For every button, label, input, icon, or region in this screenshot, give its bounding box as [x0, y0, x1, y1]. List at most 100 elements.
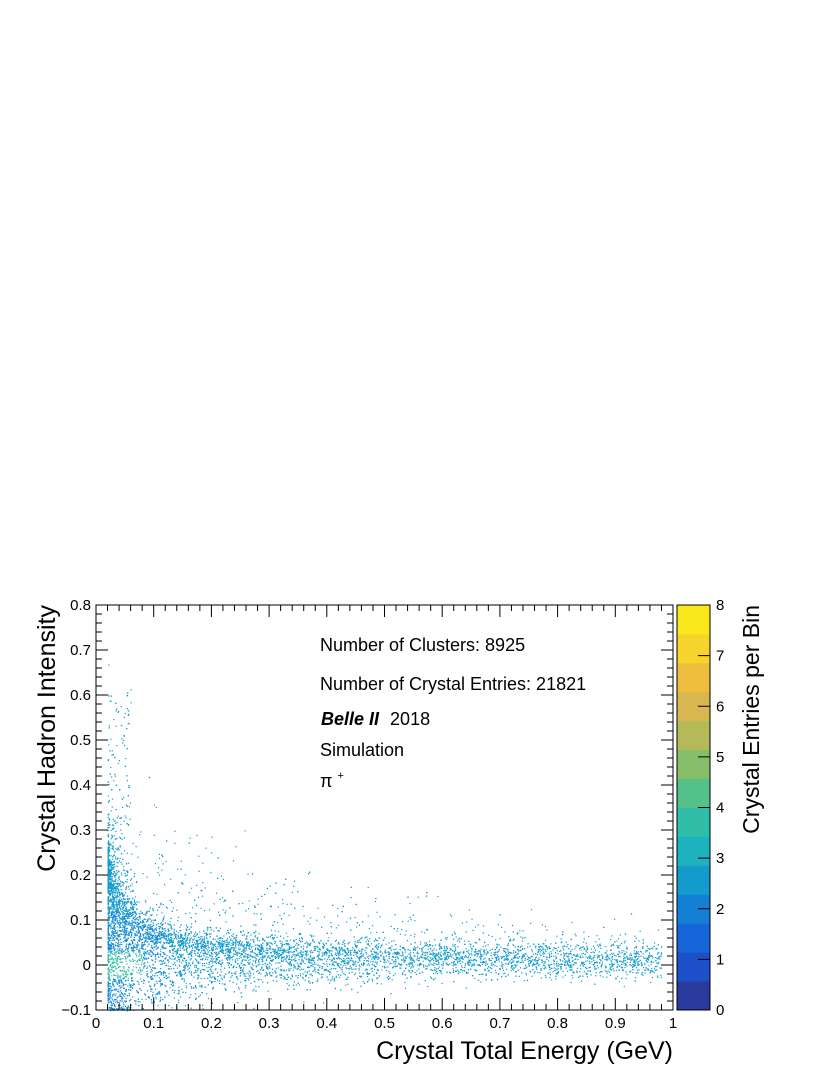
entry-point: [144, 923, 146, 926]
entry-point: [491, 936, 493, 938]
entry-point: [619, 944, 621, 946]
entry-point: [194, 931, 197, 934]
entry-point: [642, 953, 644, 955]
entry-point: [544, 966, 546, 968]
entry-point: [604, 970, 606, 972]
entry-point: [160, 948, 162, 950]
entry-point: [258, 946, 260, 948]
entry-point: [120, 930, 122, 933]
entry-point: [107, 931, 109, 934]
entry-point: [304, 971, 306, 973]
entry-point: [617, 963, 619, 965]
entry-point: [274, 930, 276, 932]
entry-point: [248, 900, 250, 902]
entry-point: [455, 956, 457, 958]
entry-point: [156, 938, 158, 940]
entry-point: [115, 1001, 117, 1003]
entry-point: [600, 965, 602, 967]
entry-point: [135, 846, 137, 848]
entry-point: [185, 932, 187, 934]
entry-point: [207, 973, 210, 976]
entry-point: [275, 955, 277, 958]
entry-point: [119, 938, 121, 941]
entry-point: [605, 945, 607, 948]
entry-point: [634, 963, 636, 965]
entry-point: [580, 949, 582, 951]
entry-point: [293, 967, 295, 969]
entry-point: [539, 953, 541, 955]
entry-point: [136, 971, 138, 973]
entry-point: [235, 975, 238, 978]
entry-point: [473, 963, 476, 965]
entry-point: [623, 955, 625, 957]
entry-point: [623, 942, 625, 944]
entry-point: [426, 965, 429, 968]
entry-point: [155, 958, 157, 960]
entry-point: [508, 962, 510, 965]
entry-point: [307, 943, 309, 945]
entry-point: [137, 930, 139, 932]
entry-point: [452, 943, 454, 945]
entry-point: [472, 929, 474, 932]
entry-point: [553, 963, 555, 965]
entry-point: [107, 901, 109, 904]
entry-point: [135, 919, 137, 921]
entry-point: [564, 974, 566, 976]
entry-point: [124, 929, 126, 931]
entry-point: [108, 940, 110, 942]
entry-point: [195, 936, 197, 938]
entry-point: [367, 886, 369, 889]
entry-point: [595, 941, 597, 943]
entry-point: [479, 956, 481, 958]
entry-point: [214, 948, 217, 950]
entry-point: [284, 978, 287, 980]
entry-point: [335, 975, 337, 977]
entry-point: [553, 955, 555, 957]
entry-point: [383, 956, 385, 958]
entry-point: [430, 963, 432, 965]
entry-point: [172, 955, 175, 957]
entry-point: [178, 956, 180, 959]
entry-point: [108, 844, 110, 846]
entry-point: [432, 959, 435, 961]
entry-point: [170, 926, 173, 928]
entry-point: [142, 926, 144, 928]
entry-point: [571, 921, 573, 924]
entry-point: [126, 780, 128, 782]
entry-point: [111, 997, 113, 999]
entry-point: [227, 954, 229, 956]
entry-point: [243, 975, 245, 977]
entry-point: [164, 962, 166, 964]
entry-point: [107, 904, 109, 906]
entry-point: [123, 916, 125, 918]
entry-point: [295, 944, 297, 946]
entry-point: [567, 963, 569, 965]
entry-point: [124, 958, 127, 960]
entry-point: [140, 973, 142, 976]
entry-point: [249, 962, 251, 964]
entry-point: [529, 962, 531, 964]
entry-point: [204, 965, 206, 967]
entry-point: [132, 930, 135, 932]
entry-point: [483, 949, 485, 951]
entry-point: [139, 834, 141, 836]
entry-point: [212, 953, 214, 955]
entry-point: [537, 959, 539, 961]
entry-point: [230, 951, 232, 954]
entry-point: [635, 961, 637, 963]
entry-point: [252, 938, 255, 941]
entry-point: [107, 988, 110, 990]
entry-point: [283, 969, 285, 971]
entry-point: [534, 960, 536, 962]
entry-point: [460, 956, 462, 958]
entry-point: [558, 965, 560, 967]
entry-point: [307, 961, 310, 963]
entry-point: [270, 929, 273, 932]
entry-point: [309, 959, 311, 961]
entry-point: [503, 973, 505, 975]
entry-point: [205, 847, 207, 849]
entry-point: [639, 959, 641, 962]
entry-point: [428, 964, 430, 967]
entry-point: [237, 947, 240, 949]
entry-point: [122, 904, 124, 906]
